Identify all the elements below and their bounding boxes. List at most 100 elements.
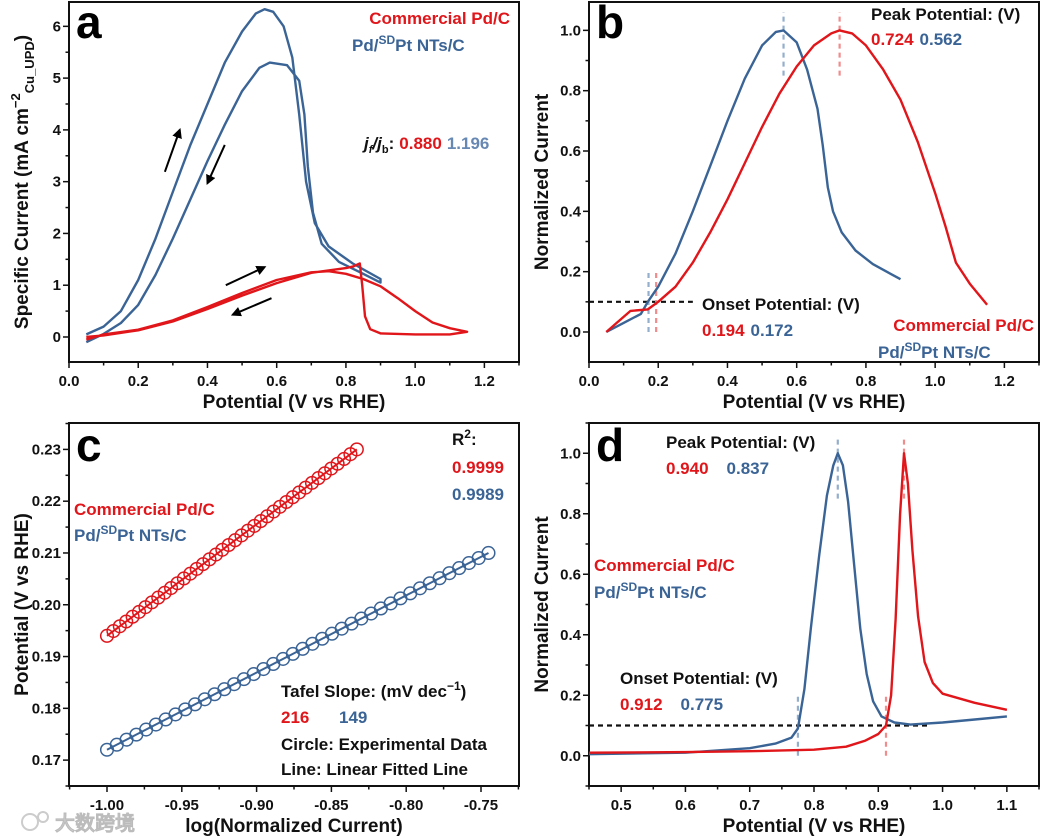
text-part: 2	[53, 225, 61, 242]
text-part: /	[371, 134, 379, 153]
text-part: 3	[53, 174, 61, 191]
x-tick-label: 0.2	[648, 373, 669, 390]
text-part: Commercial Pd/C	[893, 316, 1034, 335]
text-part: log(Normalized Current)	[185, 816, 402, 837]
x-axis-title: Potential (V vs RHE)	[723, 816, 906, 837]
panel-label: b	[596, 0, 624, 48]
text-part: a	[76, 0, 102, 48]
y-tick-label: 0.0	[560, 324, 581, 341]
onset-potential-values: 0.194 0.172	[702, 321, 793, 340]
watermark-logo: 大数跨境	[55, 811, 135, 835]
text-part: -0.80	[389, 797, 423, 814]
text-part: 0.0	[59, 373, 80, 390]
watermark-logo-icon	[21, 813, 39, 831]
text-part: 0.2	[560, 687, 581, 704]
series-line-pd-sdpt-nts-c	[85, 7, 382, 344]
text-part: SD	[378, 33, 395, 47]
y-tick-label: 0.4	[560, 203, 582, 220]
text-part: 0.7	[739, 797, 760, 814]
onset-potential-label: Onset Potential: (V)	[702, 295, 860, 314]
y-tick-label: 0.21	[32, 545, 61, 562]
text-part: 0.194	[702, 321, 745, 340]
text-part: Normalized Current	[532, 93, 553, 270]
text-part: :	[389, 134, 395, 153]
text-part: -1.00	[90, 797, 124, 814]
text-part: 1.1	[996, 797, 1017, 814]
text-part: )	[12, 35, 33, 41]
legend-pd-sdpt-nts-c: Pd/SDPt NTs/C	[594, 580, 707, 602]
text-part: 0.4	[717, 373, 739, 390]
x-tick-label: 0.8	[804, 797, 825, 814]
text-part: SD	[620, 580, 637, 594]
y-tick-label: 0	[53, 329, 61, 346]
text-part: 0.9999	[452, 458, 504, 477]
text-part: Circle: Experimental Data	[281, 735, 488, 754]
x-axis-title: Potential (V vs RHE)	[203, 392, 386, 413]
x-tick-label: -0.75	[464, 797, 498, 814]
text-part: Potential (V vs RHE)	[203, 392, 386, 413]
text-part: 0.6	[560, 143, 581, 160]
onset-potential-values: 0.912 0.775	[620, 695, 723, 714]
x-tick-label: -0.85	[314, 797, 348, 814]
legend-commercial-pd-c: Commercial Pd/C	[893, 316, 1034, 335]
x-tick-label: -1.00	[90, 797, 124, 814]
text-part: 5	[53, 70, 61, 87]
text-part: −1	[447, 679, 461, 693]
fit-line-pd-sdpt-nts-c	[106, 552, 489, 751]
text-part: 0.775	[681, 695, 724, 714]
text-part: 0.562	[920, 30, 963, 49]
text-part: Potential (V vs RHE)	[12, 513, 33, 696]
text-part: b	[596, 0, 624, 48]
x-tick-label: 0.0	[59, 373, 80, 390]
y-tick-label: 0.23	[32, 441, 61, 458]
text-part: 0.940	[666, 459, 709, 478]
y-tick-label: 0.4	[560, 627, 582, 644]
text-part: Specific Current (mA cm	[12, 108, 33, 329]
text-part: 1.2	[474, 373, 495, 390]
note-circle: Circle: Experimental Data	[281, 735, 488, 754]
x-tick-label: 0.6	[675, 797, 696, 814]
x-tick-label: 1.1	[996, 797, 1017, 814]
tafel-slope-red: 216	[281, 708, 309, 727]
y-tick-label: 0.0	[560, 748, 581, 765]
y-tick-label: 0.6	[560, 566, 581, 583]
y-tick-label: 0.20	[32, 597, 61, 614]
text-part: Onset Potential: (V)	[620, 669, 778, 688]
text-part: :	[471, 430, 477, 449]
scan-direction-arrow-icon	[225, 265, 267, 287]
text-part: 0.724	[871, 30, 914, 49]
legend-pd-sdpt-nts-c: Pd/SDPt NTs/C	[74, 523, 187, 545]
plot-frame	[68, 422, 520, 787]
x-tick-label: 1.2	[474, 373, 495, 390]
x-tick-label: 0.5	[611, 797, 632, 814]
text-part: Line: Linear Fitted Line	[281, 760, 468, 779]
text-part: 0.912	[620, 695, 663, 714]
text-part: 1.0	[932, 797, 953, 814]
text-part: Pd/	[594, 583, 621, 602]
x-tick-label: 0.8	[335, 373, 356, 390]
text-part: -0.90	[239, 797, 273, 814]
x-tick-label: 0.4	[197, 373, 219, 390]
text-part: 0.22	[32, 493, 61, 510]
text-part: Pd/	[878, 343, 905, 362]
tafel-slope-blue: 149	[339, 708, 367, 727]
r-squared-blue: 0.9989	[452, 485, 504, 504]
panel-c: -1.00 -0.95 -0.90 -0.85 -0.80 -0.75 0.17 0.18 0.…	[12, 419, 520, 837]
text-part: −2	[8, 93, 23, 108]
r-squared-label: R2:	[452, 427, 477, 449]
jf-jb-ratio: jf/jb: 0.880 1.196	[362, 134, 489, 156]
text-part: 4	[53, 122, 62, 139]
text-part: 0.8	[335, 373, 356, 390]
text-part: 0.19	[32, 649, 61, 666]
text-part: Commercial Pd/C	[369, 9, 510, 28]
text-part: R	[452, 430, 464, 449]
x-tick-label: 0.9	[868, 797, 889, 814]
text-part: 0.8	[804, 797, 825, 814]
text-part: 1	[53, 277, 61, 294]
onset-potential-label: Onset Potential: (V)	[620, 669, 778, 688]
text-part: Peak Potential: (V)	[871, 5, 1020, 24]
text-part: 0.6	[675, 797, 696, 814]
panel-b: 0.0 0.2 0.4 0.6 0.8 1.0 1.2 0.0 0.2 0.4 0.6 0.8 1.0 P…	[532, 0, 1040, 413]
x-tick-label: -0.90	[239, 797, 273, 814]
y-tick-label: 0.18	[32, 700, 61, 717]
